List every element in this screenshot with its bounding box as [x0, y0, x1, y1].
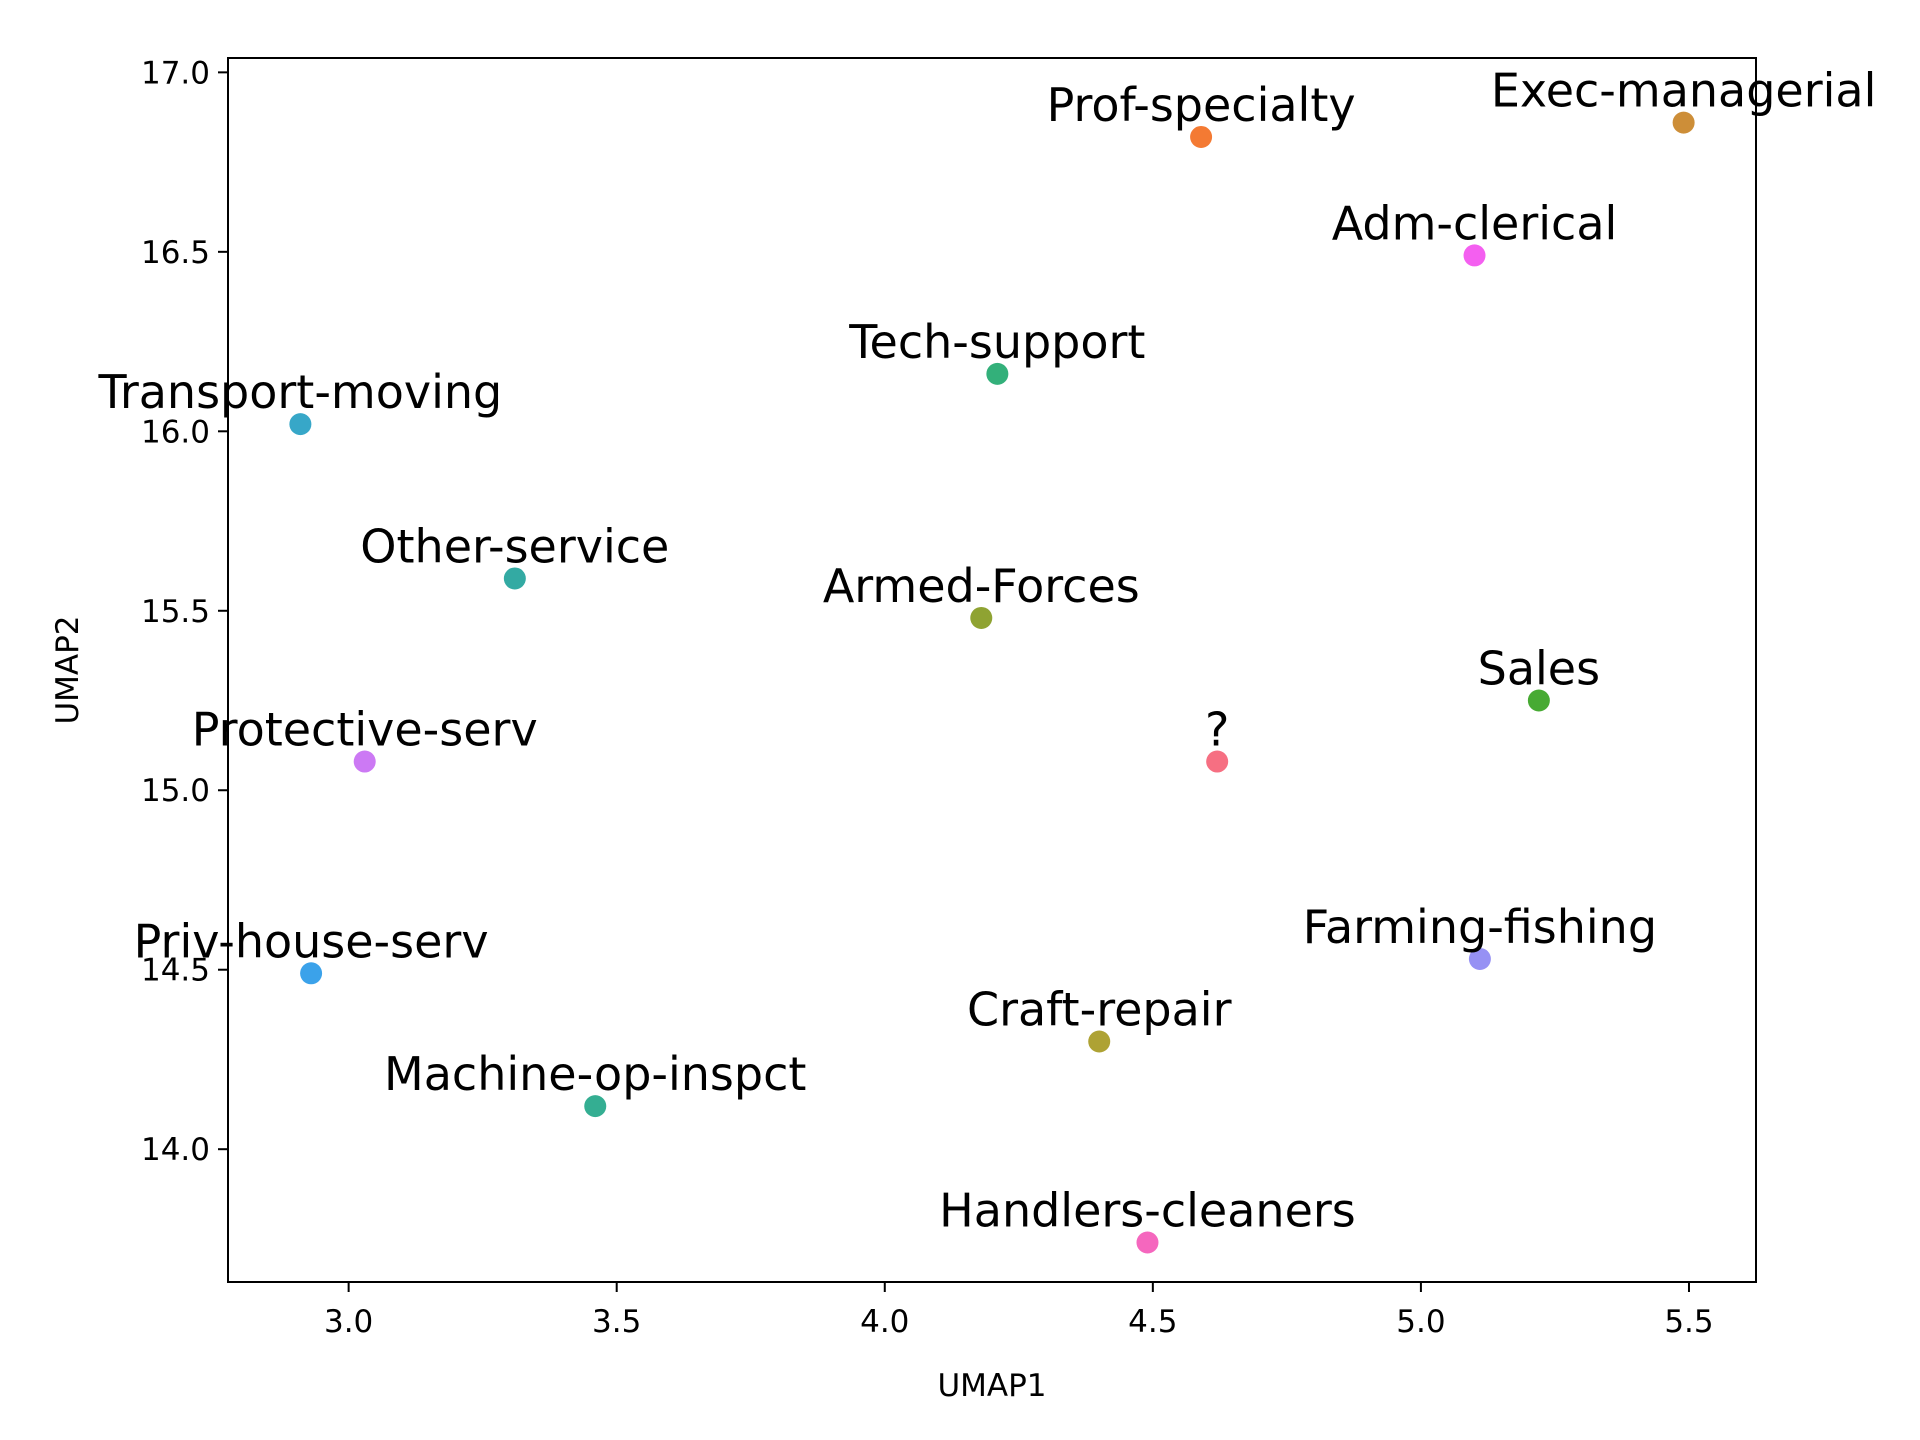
y-tick-label: 15.5	[141, 594, 210, 630]
points-layer	[289, 111, 1695, 1254]
point-label: ?	[1205, 703, 1229, 757]
scatter-point	[1463, 244, 1486, 267]
point-label: Adm-clerical	[1332, 196, 1618, 250]
y-tick-label: 16.5	[141, 235, 210, 271]
scatter-point	[300, 962, 323, 985]
scatter-point	[584, 1095, 607, 1118]
point-label: Sales	[1478, 642, 1600, 696]
point-label: Handlers-cleaners	[939, 1184, 1356, 1238]
y-tick-label: 15.0	[141, 773, 210, 809]
point-label: Protective-serv	[192, 703, 538, 757]
x-tick-label: 4.0	[860, 1304, 909, 1340]
labels-layer: Prof-specialty Exec-managerial Adm-clerica…	[97, 64, 1876, 1238]
x-tick-label: 3.5	[592, 1304, 641, 1340]
scatter-point	[289, 413, 312, 436]
plot-frame	[227, 57, 1757, 1283]
scatter-point	[1468, 947, 1491, 970]
point-label: Farming-fishing	[1303, 900, 1657, 954]
scatter-point	[1190, 125, 1213, 148]
scatter-point	[503, 567, 526, 590]
x-tick-label: 3.0	[324, 1304, 373, 1340]
x-tick-label: 4.5	[1128, 1304, 1177, 1340]
x-tick-label: 5.5	[1664, 1304, 1713, 1340]
x-tick-label: 5.0	[1396, 1304, 1445, 1340]
point-label: Exec-managerial	[1491, 64, 1877, 118]
scatter-point	[1206, 750, 1229, 773]
scatter-point	[1527, 689, 1550, 712]
y-tick-label: 17.0	[141, 55, 210, 91]
scatter-point	[1672, 111, 1695, 134]
point-label: Armed-Forces	[823, 559, 1140, 613]
scatter-point	[1136, 1231, 1159, 1254]
y-tick-label: 16.0	[141, 414, 210, 450]
y-axis-ticks: 14.0 14.5 15.0 15.5 16.0 16.5 17.0	[141, 55, 228, 1168]
x-axis-label: UMAP1	[937, 1368, 1046, 1404]
point-label: Other-service	[360, 519, 669, 573]
point-label: Craft-repair	[967, 983, 1232, 1037]
scatter-point	[1088, 1030, 1111, 1053]
point-label: Machine-op-inspct	[384, 1047, 806, 1101]
point-label: Tech-support	[848, 315, 1145, 369]
y-tick-label: 14.5	[141, 953, 210, 989]
point-label: Prof-specialty	[1047, 78, 1356, 132]
scatter-point	[353, 750, 376, 773]
scatter-point	[986, 362, 1009, 385]
y-tick-label: 14.0	[141, 1132, 210, 1168]
point-label: Transport-moving	[97, 365, 502, 419]
point-label: Priv-house-serv	[134, 914, 489, 968]
x-axis-ticks: 3.0 3.5 4.0 4.5 5.0 5.5	[324, 1282, 1714, 1340]
scatter-point	[970, 606, 993, 629]
y-axis-label: UMAP2	[50, 615, 86, 724]
